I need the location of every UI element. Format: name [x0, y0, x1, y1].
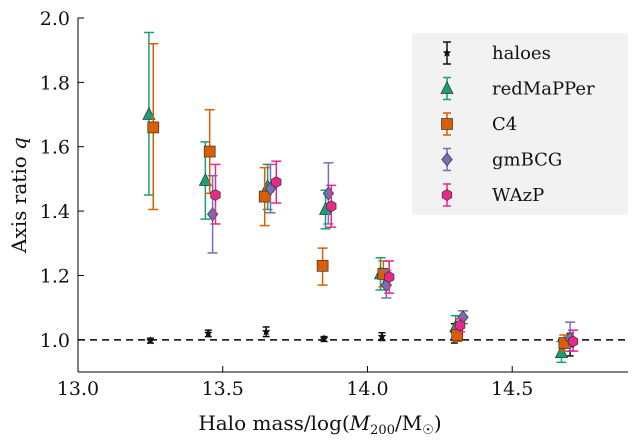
data-point-haloes [319, 334, 329, 343]
x-tick-label: 14.5 [491, 378, 533, 400]
y-tick-label: 1.8 [40, 72, 70, 94]
x-tick-label: 13.0 [57, 378, 99, 400]
legend-item-haloes: haloes [442, 41, 551, 65]
x-tick-label: 13.5 [202, 378, 244, 400]
data-point-wazp [210, 189, 221, 201]
legend-label: haloes [492, 43, 551, 64]
legend-marker-gmbcg [441, 152, 453, 167]
data-point-haloes [377, 331, 387, 341]
data-point-haloes [261, 327, 271, 336]
legend-item-wazp: WAzP [441, 183, 544, 207]
data-point-wazp [384, 271, 395, 283]
legend-label: WAzP [492, 185, 544, 206]
data-point-redmapper [142, 106, 156, 120]
legend-label: C4 [492, 114, 517, 135]
data-point-wazp [326, 200, 337, 213]
series-c4 [147, 42, 571, 352]
legend-marker-wazp [441, 189, 453, 201]
y-tick-label: 1.6 [40, 137, 70, 159]
y-axis-title: Axis ratio q [7, 137, 31, 254]
data-point-redmapper [198, 172, 212, 186]
legend-item-gmbcg: gmBCG [441, 147, 562, 172]
series-layer [142, 31, 579, 364]
legend-marker-haloes [442, 48, 452, 57]
series-wazp [210, 160, 579, 352]
legend: haloes redMaPPer C4 gmBCG WAzP [412, 33, 628, 215]
y-tick-label: 1.4 [40, 201, 70, 223]
data-point-c4 [147, 121, 160, 134]
data-point-wazp [454, 319, 466, 332]
y-tick-label: 1.2 [40, 265, 70, 287]
y-axis-ticks: 1.0 1.2 1.4 1.6 1.8 2.0 [40, 8, 84, 352]
legend-item-redmapper: redMaPPer [440, 76, 595, 101]
data-point-wazp [271, 176, 282, 189]
data-point-c4 [316, 259, 329, 272]
data-point-c4 [203, 145, 216, 158]
data-point-haloes [203, 328, 213, 338]
data-point-haloes [145, 336, 155, 345]
legend-marker-c4 [441, 118, 453, 130]
legend-label: gmBCG [492, 150, 562, 171]
x-axis-ticks: 13.0 13.5 14.0 14.5 [57, 366, 533, 400]
legend-label: redMaPPer [492, 79, 595, 100]
legend-item-c4: C4 [441, 112, 517, 136]
y-tick-label: 2.0 [40, 8, 70, 30]
legend-marker-redmapper [440, 80, 454, 94]
plot-frame [77, 18, 628, 373]
y-tick-label: 1.0 [40, 330, 70, 352]
data-point-wazp [567, 335, 579, 348]
x-axis-title: Halo mass/log(M200/M☉) [198, 411, 441, 438]
x-tick-label: 14.0 [346, 378, 388, 400]
